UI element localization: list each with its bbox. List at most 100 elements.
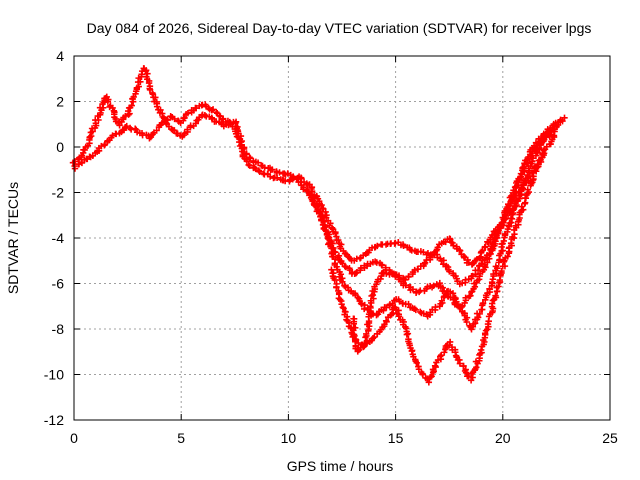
data-point: [431, 362, 439, 369]
data-point: [482, 327, 490, 334]
data-point: [412, 306, 420, 314]
x-tick-label: 15: [388, 430, 404, 446]
data-point: [498, 219, 506, 227]
data-point: [509, 206, 517, 213]
x-tick-labels: 0 5 10 15 20 25: [70, 430, 618, 446]
data-point: [243, 158, 251, 165]
data-point: [550, 132, 558, 139]
chart-title: Day 084 of 2026, Sidereal Day-to-day VTE…: [87, 20, 592, 36]
data-point: [473, 364, 480, 371]
data-point: [255, 167, 263, 174]
data-point: [408, 347, 416, 355]
y-tick-label: -8: [52, 321, 65, 337]
data-point: [333, 284, 340, 291]
data-point: [213, 108, 220, 116]
data-point: [246, 162, 253, 169]
data-point: [531, 164, 539, 171]
data-point: [521, 194, 529, 202]
data-point: [232, 119, 239, 127]
data-point: [456, 247, 464, 254]
data-point: [328, 266, 335, 273]
y-tick-label: -6: [52, 276, 65, 292]
data-point: [507, 215, 515, 222]
data-point: [474, 266, 482, 274]
data-point: [266, 173, 274, 180]
data-point: [417, 308, 424, 316]
data-point: [353, 268, 361, 276]
y-tick-label: -12: [44, 412, 64, 428]
data-point: [338, 300, 345, 308]
data-point: [374, 242, 381, 250]
data-point: [322, 227, 329, 234]
data-point: [309, 197, 317, 204]
data-point: [339, 278, 346, 286]
data-point: [403, 331, 411, 338]
data-point: [318, 211, 325, 219]
data-point: [124, 107, 132, 115]
y-tick-labels: -12 -10 -8 -6 -4 -2 0 2 4: [44, 48, 64, 428]
data-point: [269, 166, 276, 173]
y-tick-label: 2: [56, 94, 64, 110]
data-point: [368, 292, 375, 300]
data-point: [502, 212, 509, 220]
x-tick-label: 10: [281, 430, 297, 446]
data-point: [478, 248, 485, 255]
data-point: [469, 261, 476, 268]
data-point: [478, 260, 485, 267]
data-point: [290, 173, 297, 180]
data-point: [460, 362, 467, 370]
data-point: [153, 127, 160, 134]
data-point: [378, 262, 386, 269]
x-tick-label: 0: [70, 430, 78, 446]
data-markers: [69, 65, 568, 386]
data-point: [477, 346, 485, 354]
data-point: [395, 272, 403, 279]
data-point: [540, 150, 548, 157]
y-axis-label: SDTVAR / TECUs: [5, 182, 21, 294]
data-point: [335, 236, 342, 244]
data-point: [492, 292, 499, 299]
data-point: [559, 117, 566, 125]
data-point: [528, 169, 536, 176]
data-point: [492, 263, 500, 270]
data-point: [474, 314, 482, 321]
data-point: [543, 134, 550, 141]
data-point: [106, 103, 113, 111]
data-point: [104, 98, 112, 105]
data-point: [341, 282, 348, 289]
data-point: [428, 373, 435, 380]
data-point: [456, 360, 464, 367]
series-track-a: [71, 101, 568, 288]
y-tick-label: -4: [52, 230, 65, 246]
data-point: [561, 114, 568, 121]
data-point: [383, 270, 390, 277]
data-point: [81, 146, 88, 154]
data-point: [367, 303, 374, 310]
data-point: [476, 310, 483, 318]
series-track-e: [350, 150, 548, 355]
data-point: [405, 300, 412, 308]
grid-lines: [73, 55, 611, 421]
data-point: [462, 369, 470, 376]
data-point: [413, 359, 420, 367]
data-point: [524, 186, 531, 193]
data-point: [128, 102, 135, 109]
data-point: [339, 304, 347, 311]
data-point: [409, 286, 417, 293]
data-point: [456, 304, 463, 311]
data-point: [467, 292, 474, 299]
data-point: [468, 288, 475, 296]
data-point: [449, 290, 457, 297]
data-point: [450, 242, 457, 249]
data-point: [323, 231, 331, 239]
data-point: [402, 281, 409, 289]
x-tick-label: 20: [495, 430, 511, 446]
data-point: [181, 114, 188, 122]
data-point: [479, 299, 487, 307]
data-point: [437, 353, 444, 360]
data-point: [153, 103, 161, 110]
data-point: [419, 371, 427, 378]
data-point: [477, 350, 484, 357]
x-tick-label: 5: [177, 430, 185, 446]
